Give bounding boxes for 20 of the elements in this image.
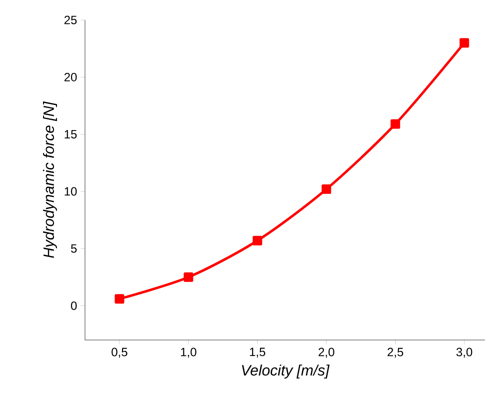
point — [184, 272, 194, 282]
x-axis-title: Velocity [m/s] — [242, 364, 330, 379]
y-tick-label: 10 — [64, 187, 77, 196]
y-tick-label: 5 — [71, 244, 77, 253]
point — [114, 294, 124, 304]
x-tick-label: 0,5 — [112, 348, 128, 358]
x-tick-label: 1,0 — [181, 348, 196, 358]
y-tick-label: 20 — [64, 72, 77, 82]
point — [390, 119, 400, 129]
x-tick-label: 3,0 — [456, 348, 472, 358]
y-tick-label: 25 — [64, 16, 77, 24]
point — [460, 38, 470, 48]
x-tick-label: 2,5 — [388, 348, 404, 358]
point — [322, 184, 332, 194]
x-tick-label: 2,0 — [318, 348, 334, 358]
point — [252, 236, 262, 246]
y-tick-label: 0 — [71, 301, 77, 310]
y-axis-title: Hydrodynamic force [N] — [43, 101, 57, 258]
x-tick-label: 1,5 — [250, 348, 266, 358]
y-tick-label: 15 — [64, 130, 77, 138]
